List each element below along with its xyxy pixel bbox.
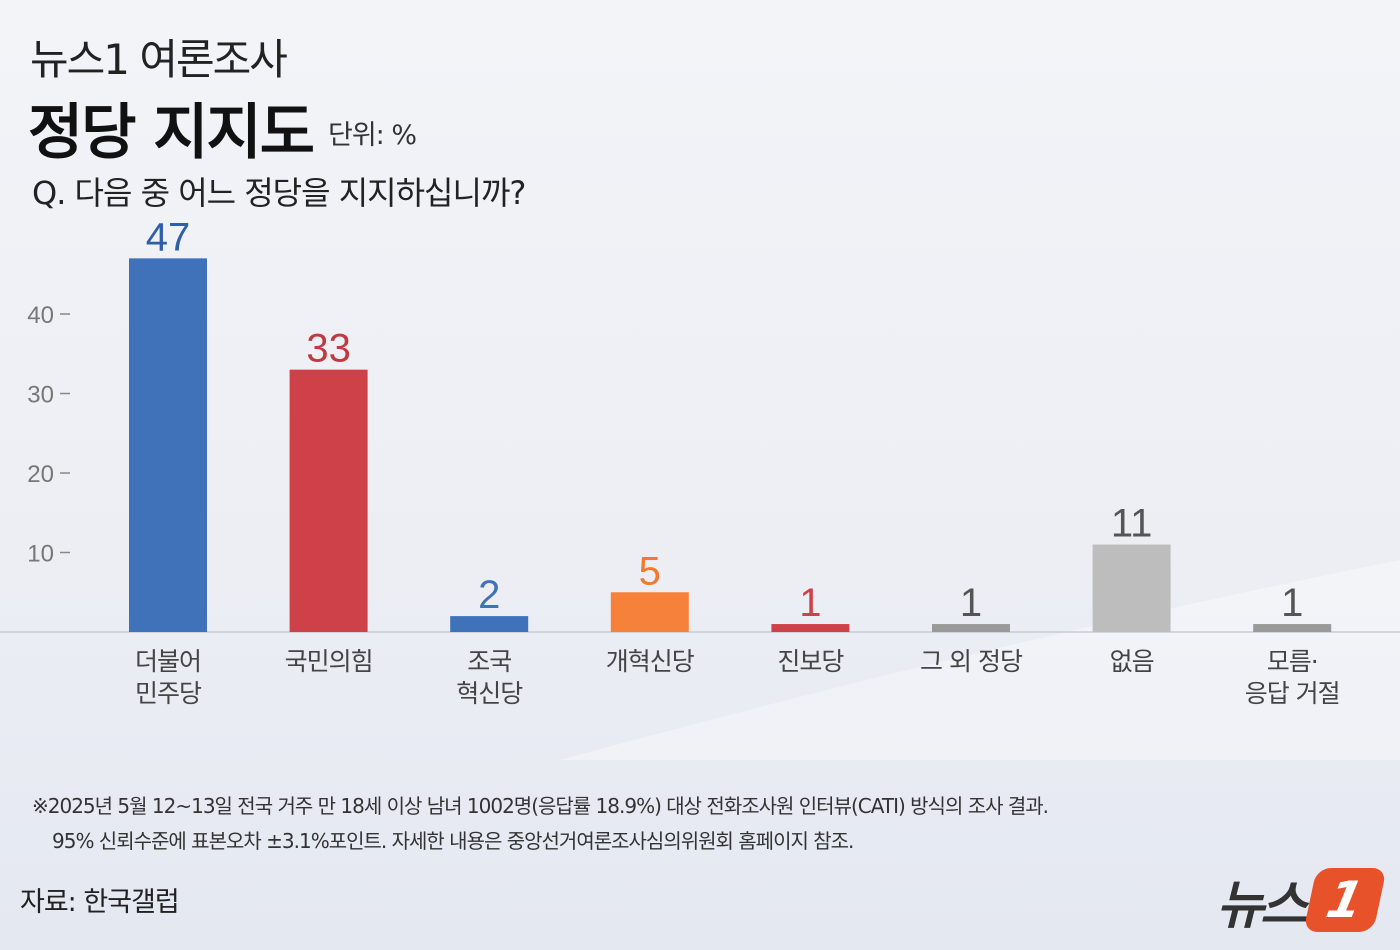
category-label: 진보당 [777, 647, 844, 676]
bar-0 [129, 258, 207, 632]
category-label: 개혁신당 [606, 647, 695, 676]
question: Q. 다음 중 어느 정당을 지지하십니까? [32, 174, 526, 212]
category-label: 조국 [467, 647, 511, 676]
chart-title: 정당 지지도 [28, 98, 315, 168]
category-label: 혁신당 [456, 679, 523, 708]
background-swoosh [560, 560, 1400, 760]
category-label: 응답 거절 [1245, 679, 1340, 708]
value-label: 1 [1281, 581, 1303, 625]
value-label: 5 [639, 549, 661, 593]
y-tick-label: 40 [27, 302, 54, 329]
y-tick-label: 30 [27, 382, 54, 409]
bar-2 [450, 616, 529, 632]
category-label: 국민의힘 [285, 647, 373, 676]
bar-3 [610, 592, 689, 632]
value-label: 11 [1111, 502, 1153, 546]
bar-5 [932, 624, 1010, 632]
bar-7 [1253, 624, 1332, 632]
source: 자료: 한국갤럽 [20, 887, 180, 918]
category-label: 없음 [1110, 647, 1154, 676]
value-label: 33 [306, 327, 351, 371]
footnote-line2: 95% 신뢰수준에 표본오차 ±3.1%포인트. 자세한 내용은 중앙선거여론조… [52, 829, 854, 853]
logo-number: 1 [1303, 868, 1387, 932]
bar-1 [289, 369, 368, 632]
bar-4 [771, 624, 850, 632]
unit-label: 단위: % [328, 120, 417, 151]
kicker: 뉴스1 여론조사 [30, 35, 288, 84]
category-label: 민주당 [135, 679, 202, 708]
footnote-line1: ※2025년 5월 12~13일 전국 거주 만 18세 이상 남녀 1002명… [32, 794, 1049, 818]
category-label: 그 외 정당 [920, 647, 1023, 676]
y-tick-label: 20 [27, 461, 54, 488]
bar-6 [1092, 544, 1171, 632]
value-label: 1 [799, 581, 821, 625]
value-label: 47 [146, 215, 191, 259]
value-label: 2 [478, 573, 500, 617]
value-label: 1 [960, 581, 982, 625]
news1-logo: 뉴스 1 [1216, 866, 1387, 936]
logo-text: 뉴스 [1216, 875, 1308, 936]
category-label: 더불어 [135, 647, 201, 676]
y-tick-label: 10 [27, 541, 54, 568]
category-label: 모름· [1267, 647, 1318, 676]
